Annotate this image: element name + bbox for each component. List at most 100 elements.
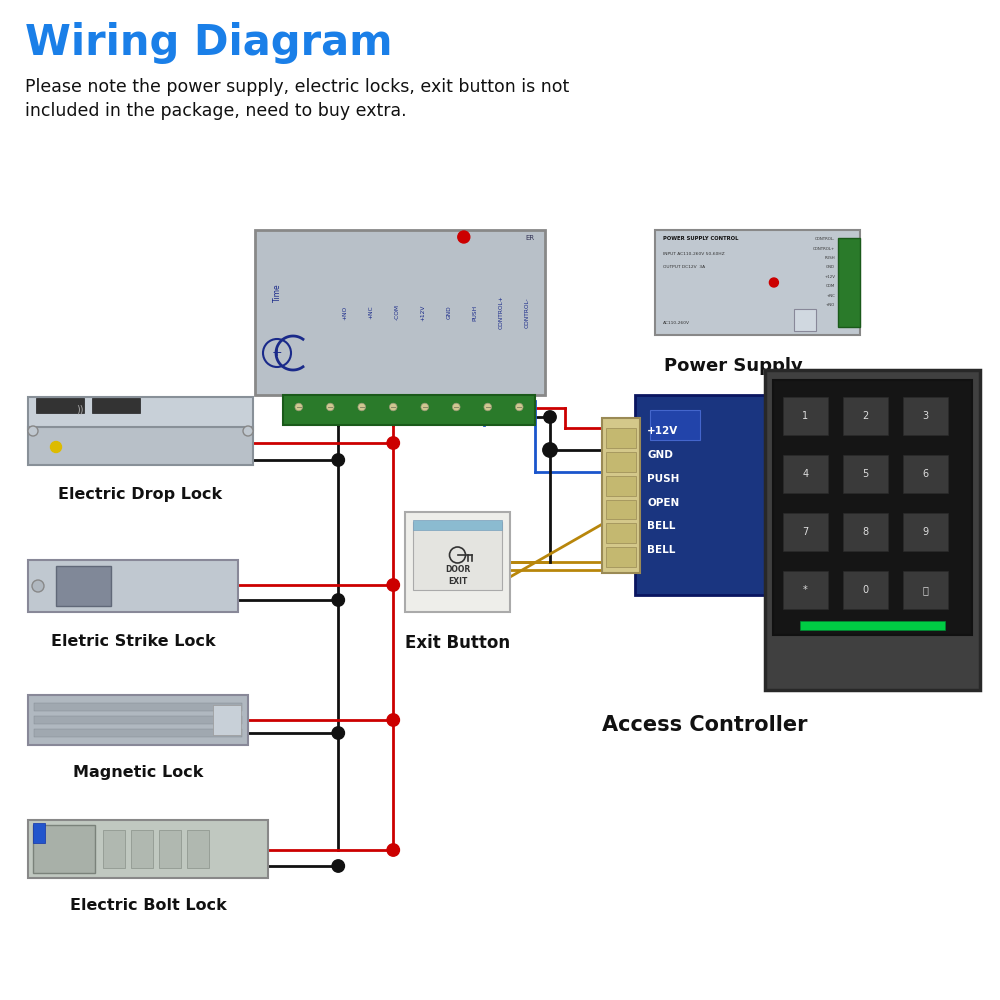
Circle shape (769, 278, 778, 287)
Text: +12V: +12V (420, 304, 425, 321)
Text: 0: 0 (862, 585, 869, 595)
Text: CONTROL-: CONTROL- (524, 297, 530, 328)
Text: OUTPUT DC12V  3A: OUTPUT DC12V 3A (663, 265, 705, 269)
Bar (413, 520, 502, 530)
Circle shape (387, 844, 399, 856)
Bar (903, 513, 948, 551)
Text: 4: 4 (802, 469, 809, 479)
Circle shape (332, 860, 344, 872)
Text: Access Controller: Access Controller (602, 715, 808, 735)
Bar (635, 395, 790, 595)
Text: +12V: +12V (647, 426, 678, 436)
Text: 🔒: 🔒 (923, 585, 928, 595)
Bar (838, 238, 860, 327)
Circle shape (332, 727, 344, 739)
Bar (36, 398, 84, 413)
Text: OPEN: OPEN (647, 498, 679, 508)
Bar (606, 428, 636, 448)
Text: 8: 8 (862, 527, 869, 537)
Text: +NO: +NO (826, 304, 835, 308)
Circle shape (484, 403, 492, 411)
Circle shape (387, 437, 399, 449)
Circle shape (389, 403, 397, 411)
Bar (405, 512, 510, 612)
Bar (606, 547, 636, 567)
Bar (92, 398, 140, 413)
Text: Electric Drop Lock: Electric Drop Lock (58, 487, 223, 502)
Text: 1: 1 (802, 411, 809, 421)
Bar (765, 370, 980, 690)
Bar (903, 455, 948, 493)
Circle shape (51, 442, 62, 453)
Text: +NC: +NC (368, 306, 373, 319)
Circle shape (458, 231, 470, 243)
Circle shape (28, 426, 38, 436)
Bar (794, 309, 816, 331)
Text: EXIT: EXIT (448, 578, 467, 586)
Bar (843, 513, 888, 551)
Text: +: + (272, 347, 282, 360)
Circle shape (332, 454, 344, 466)
Text: PUSH: PUSH (473, 304, 478, 321)
Bar (103, 830, 125, 868)
Bar (843, 455, 888, 493)
Text: 9: 9 (922, 527, 929, 537)
Text: INPUT AC110-260V 50-60HZ: INPUT AC110-260V 50-60HZ (663, 252, 725, 256)
Bar (34, 703, 242, 711)
Bar (159, 830, 181, 868)
Circle shape (32, 580, 44, 592)
Text: *: * (803, 585, 808, 595)
Text: Magnetic Lock: Magnetic Lock (73, 765, 203, 780)
Bar (28, 397, 253, 430)
Text: POWER SUPPLY CONTROL: POWER SUPPLY CONTROL (663, 236, 738, 241)
Text: PUSH: PUSH (647, 474, 679, 484)
Bar (773, 380, 972, 635)
Text: AC110-260V: AC110-260V (663, 321, 690, 325)
Bar (131, 830, 153, 868)
Circle shape (326, 403, 334, 411)
Text: Exit Button: Exit Button (405, 634, 510, 652)
Text: +NO: +NO (342, 305, 348, 320)
Circle shape (387, 714, 399, 726)
Text: GND: GND (446, 306, 451, 319)
Bar (606, 523, 636, 543)
Text: COM: COM (826, 284, 835, 288)
Text: 6: 6 (922, 469, 929, 479)
Text: Electric Bolt Lock: Electric Bolt Lock (70, 898, 226, 913)
Text: CONTROL-: CONTROL- (815, 237, 835, 241)
Text: Power Supply: Power Supply (664, 357, 802, 375)
Text: -COM: -COM (394, 304, 400, 320)
Text: +12V: +12V (824, 275, 835, 279)
Bar (843, 397, 888, 435)
Bar (213, 705, 241, 735)
Text: BELL: BELL (647, 545, 675, 555)
Bar (33, 825, 95, 873)
Bar (56, 566, 111, 606)
Circle shape (387, 579, 399, 591)
Bar (34, 729, 242, 737)
Circle shape (515, 403, 523, 411)
Bar (783, 571, 828, 609)
Circle shape (544, 411, 556, 423)
Circle shape (243, 426, 253, 436)
Bar (34, 716, 242, 724)
Bar (800, 621, 945, 630)
Bar (28, 695, 248, 745)
Bar (606, 476, 636, 496)
Bar (903, 571, 948, 609)
Bar (283, 395, 535, 425)
Bar (843, 571, 888, 609)
Circle shape (295, 403, 303, 411)
Bar (33, 823, 45, 843)
Text: 3: 3 (922, 411, 929, 421)
Text: +NC: +NC (826, 294, 835, 298)
Bar (606, 500, 636, 519)
Bar (602, 418, 640, 573)
Bar (903, 397, 948, 435)
Circle shape (452, 403, 460, 411)
Text: 2: 2 (862, 411, 869, 421)
Bar (783, 397, 828, 435)
Text: GND: GND (647, 450, 673, 460)
Bar (28, 427, 253, 465)
Text: 5: 5 (862, 469, 869, 479)
